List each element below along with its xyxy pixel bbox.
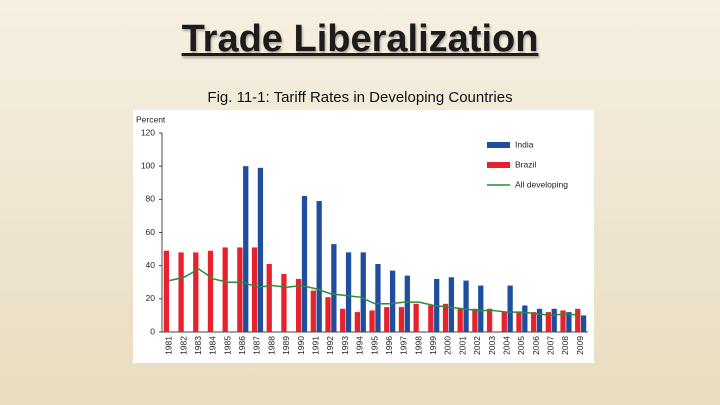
bar — [501, 312, 507, 332]
chart: Percent 0 20 40 60 80 100 120 1981 1982 1983 1984 1… — [133, 110, 594, 363]
bar — [507, 285, 513, 332]
x-tick-label: 1995 — [369, 336, 379, 355]
y-tick-label: 40 — [146, 260, 156, 270]
bar — [522, 305, 528, 332]
bar — [251, 247, 258, 332]
bar — [478, 285, 484, 332]
x-tick-label: 2004 — [501, 336, 511, 355]
bar — [340, 308, 346, 332]
x-tick-label: 1991 — [310, 336, 320, 355]
bar — [442, 303, 449, 332]
bar — [448, 277, 455, 332]
bar — [560, 310, 566, 332]
bar — [428, 305, 434, 332]
y-tick-label: 60 — [146, 227, 156, 237]
y-tick-label: 80 — [146, 194, 156, 204]
x-tick-label: 1996 — [384, 336, 394, 355]
bar — [580, 315, 587, 332]
x-tick-label: 1992 — [325, 336, 335, 355]
bar — [281, 273, 287, 332]
slide-title: Trade Liberalization — [181, 18, 539, 60]
bar — [222, 247, 228, 332]
bar — [384, 307, 390, 332]
x-tick-label: 1981 — [164, 336, 174, 355]
bar — [178, 252, 184, 332]
x-tick-label: 1994 — [355, 336, 365, 355]
x-tick-label: 2000 — [443, 336, 453, 355]
x-tick-label: 1988 — [266, 336, 276, 355]
legend-label: Brazil — [515, 159, 536, 169]
y-tick-label: 100 — [141, 160, 155, 170]
bar — [551, 308, 557, 332]
x-tick-label: 2009 — [575, 336, 585, 355]
bar — [398, 307, 405, 332]
x-tick-label: 1993 — [340, 336, 350, 355]
x-tick-label: 1984 — [208, 336, 218, 355]
bar — [237, 247, 243, 332]
bar — [457, 308, 463, 332]
bar — [369, 310, 375, 332]
x-tick-label: 1983 — [193, 336, 203, 355]
bar — [545, 312, 551, 332]
bar — [301, 196, 308, 332]
bar — [360, 252, 366, 332]
bar — [354, 312, 361, 332]
bar — [266, 264, 272, 332]
x-tick-label: 1986 — [237, 336, 247, 355]
bar — [536, 308, 543, 332]
bar — [316, 200, 322, 332]
bar — [516, 312, 522, 332]
chart-title: Fig. 11-1: Tariff Rates in Developing Co… — [207, 89, 513, 106]
x-tick-label: 1999 — [428, 336, 438, 355]
legend-label: India — [515, 139, 534, 149]
bar — [295, 278, 302, 332]
x-tick-label: 1990 — [296, 336, 306, 355]
x-tick-label: 2001 — [457, 336, 467, 355]
bar — [575, 308, 581, 332]
y-tick-label: 0 — [150, 326, 155, 336]
x-tick-label: 1998 — [413, 336, 423, 355]
x-tick-label: 2006 — [531, 336, 541, 355]
bar — [207, 250, 214, 332]
bar — [404, 275, 410, 332]
line — [169, 268, 581, 317]
bar — [566, 312, 572, 332]
bar — [257, 167, 264, 332]
bar — [463, 280, 469, 332]
bar — [193, 252, 199, 332]
bar — [413, 303, 419, 332]
x-tick-label: 1987 — [252, 336, 262, 355]
x-tick-label: 2007 — [546, 336, 556, 355]
y-tick-label: 120 — [141, 127, 155, 137]
x-tick-label: 2005 — [516, 336, 526, 355]
bar — [486, 308, 493, 332]
legend-label: All developing — [515, 179, 568, 189]
bar — [389, 270, 396, 332]
legend-swatch — [487, 142, 510, 148]
bar — [375, 264, 381, 332]
bar — [331, 244, 337, 332]
x-tick-label: 1997 — [399, 336, 409, 355]
x-tick-label: 1989 — [281, 336, 291, 355]
x-tick-label: 2003 — [487, 336, 497, 355]
x-tick-label: 2008 — [560, 336, 570, 355]
legend-swatch — [487, 162, 510, 168]
bar — [531, 312, 537, 332]
bar — [310, 290, 316, 332]
bar — [163, 250, 170, 332]
bar — [472, 308, 478, 332]
bar — [345, 252, 352, 332]
bar — [325, 297, 331, 332]
x-tick-label: 1985 — [222, 336, 232, 355]
y-axis-label: Percent — [136, 114, 166, 124]
bar — [243, 166, 249, 332]
x-tick-label: 1982 — [178, 336, 188, 355]
x-tick-label: 2002 — [472, 336, 482, 355]
y-tick-label: 20 — [146, 293, 156, 303]
